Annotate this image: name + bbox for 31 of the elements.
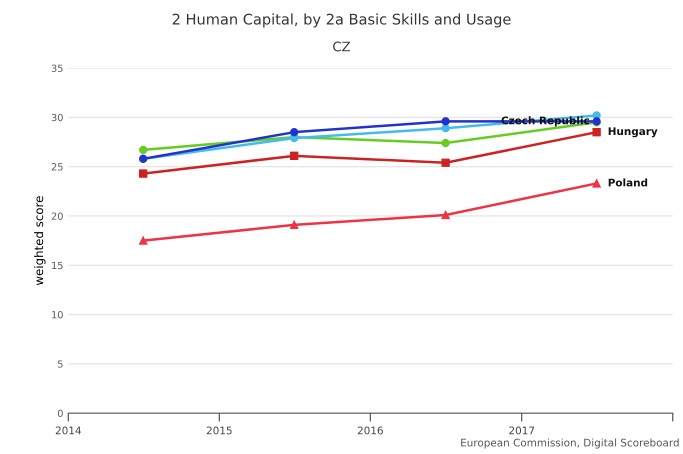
point [441,124,450,132]
x-tick-label: 2014 [56,426,81,434]
point [441,158,450,167]
point [441,117,450,126]
point [139,169,148,178]
point [592,179,601,188]
y-tick-label: 20 [52,212,63,220]
series-label: Poland [608,178,648,186]
chart-subtitle: CZ [333,42,350,52]
point [139,146,148,154]
x-tick-label: 2015 [206,426,232,434]
point [441,138,450,148]
x-tick-label: 2016 [358,426,383,434]
point [290,220,298,230]
point [592,128,601,136]
chart-title: 2 Human Capital, by 2a Basic Skills and Usage [172,13,511,28]
y-tick-label: 25 [52,163,63,171]
x-tick-label: 2017 [509,426,534,434]
y-axis-title: weighted score [34,196,46,286]
y-tick-label: 35 [52,64,63,72]
y-tick-label: 15 [52,262,63,270]
y-tick-label: 5 [58,360,63,368]
point [290,152,298,160]
series-label: Hungary [608,127,658,138]
y-tick-label: 10 [52,311,63,318]
point [441,210,450,220]
point [290,128,298,136]
text: European Commission, Digital Scoreboard [461,438,679,449]
y-tick-label: 0 [58,410,63,417]
y-tick-label: 30 [52,114,63,122]
point [139,236,148,245]
